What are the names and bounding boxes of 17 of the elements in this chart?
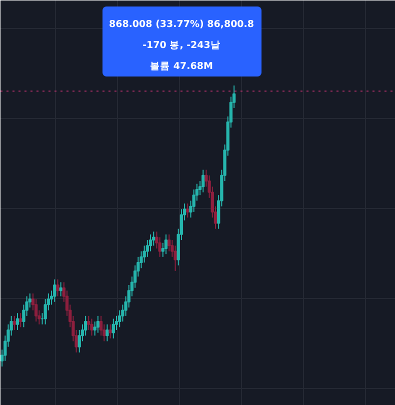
candlestick — [108, 324, 112, 339]
candlestick — [186, 203, 190, 218]
candlestick — [19, 312, 22, 328]
candlestick — [164, 234, 168, 255]
text: -170 봉, -243날 — [142, 40, 220, 51]
candlestick — [96, 315, 100, 334]
candlestick — [202, 169, 205, 193]
candlestick — [53, 278, 56, 302]
candlestick — [59, 282, 62, 297]
candlestick — [112, 318, 115, 339]
candlestick — [106, 324, 109, 342]
candlestick — [16, 312, 20, 330]
candlestick — [12, 315, 16, 330]
candlestick — [56, 278, 60, 297]
text: 볼륨 47.68M — [150, 61, 213, 72]
text: 868.008 (33.77%) 86,800.8 — [108, 19, 254, 30]
candlestick — [90, 318, 94, 336]
